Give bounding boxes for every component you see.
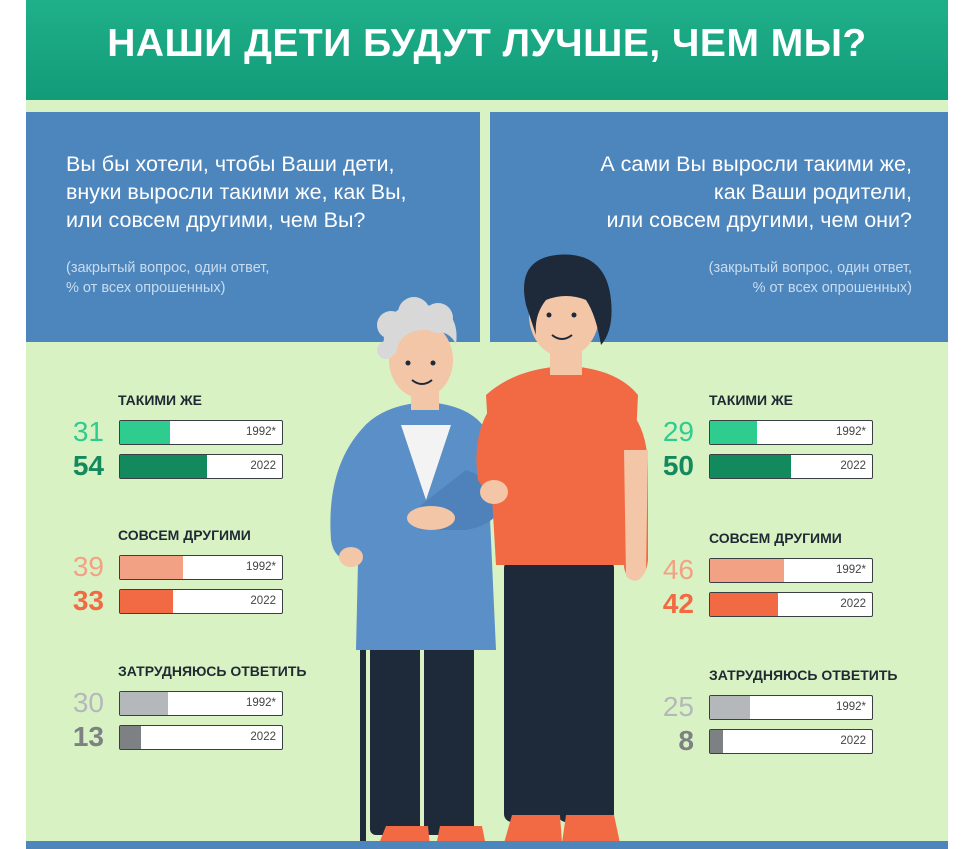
bar-track: 1992*: [119, 420, 283, 445]
woman-figure: [330, 297, 501, 846]
series-label: 1992*: [835, 701, 866, 713]
bar-track: 1992*: [709, 695, 873, 720]
header-banner: НАШИ ДЕТИ БУДУТ ЛУЧШЕ, ЧЕМ МЫ?: [26, 0, 948, 100]
data-label: 46: [662, 554, 694, 585]
right-question: А сами Вы выросли такими же, как Ваши ро…: [502, 150, 912, 234]
bar-track: 1992*: [709, 420, 873, 445]
category-label: ТАКИМИ ЖЕ: [709, 392, 793, 408]
bar-track: 2022: [119, 725, 283, 750]
left-question-line: Вы бы хотели, чтобы Ваши дети,: [66, 152, 395, 176]
bar-track: 2022: [709, 729, 873, 754]
data-label: 31: [72, 416, 104, 447]
left-question-line: внуки выросли такими же, как Вы,: [66, 180, 407, 204]
right-note-line: % от всех опрошенных): [752, 280, 912, 296]
bar: [120, 455, 207, 478]
series-label: 2022: [250, 731, 276, 743]
category-label: ЗАТРУДНЯЮСЬ ОТВЕТИТЬ: [709, 667, 898, 683]
left-question-note: (закрытый вопрос, один ответ, % от всех …: [66, 258, 269, 298]
bar-track: 2022: [119, 454, 283, 479]
bar-track: 1992*: [709, 558, 873, 583]
data-label: 8: [678, 725, 694, 756]
data-label: 54: [72, 450, 104, 481]
data-label: 50: [662, 450, 694, 481]
bar-track: 2022: [119, 589, 283, 614]
data-label: 25: [662, 691, 694, 722]
series-label: 2022: [840, 460, 866, 472]
bar: [120, 726, 141, 749]
bar-track: 1992*: [119, 555, 283, 580]
bar: [710, 730, 723, 753]
right-question-line: как Ваши родители,: [713, 180, 912, 204]
series-label: 2022: [840, 735, 866, 747]
left-question: Вы бы хотели, чтобы Ваши дети, внуки выр…: [66, 150, 476, 234]
infographic: НАШИ ДЕТИ БУДУТ ЛУЧШЕ, ЧЕМ МЫ? Вы бы хот…: [26, 0, 948, 849]
bar: [120, 421, 170, 444]
bottom-strip: [26, 841, 948, 849]
bar-track: 1992*: [119, 691, 283, 716]
right-question-note: (закрытый вопрос, один ответ, % от всех …: [709, 258, 912, 298]
bar: [710, 696, 751, 719]
series-label: 2022: [250, 460, 276, 472]
bar-track: 2022: [709, 454, 873, 479]
series-label: 1992*: [245, 561, 276, 573]
bar: [710, 559, 785, 582]
right-question-panel: А сами Вы выросли такими же, как Ваши ро…: [490, 112, 948, 342]
bar: [710, 421, 757, 444]
right-question-line: А сами Вы выросли такими же,: [600, 152, 912, 176]
left-question-line: или совсем другими, чем Вы?: [66, 208, 366, 232]
series-label: 1992*: [245, 697, 276, 709]
right-note-line: (закрытый вопрос, один ответ,: [708, 260, 912, 276]
bar: [710, 593, 778, 616]
data-label: 42: [662, 588, 694, 619]
data-label: 13: [72, 721, 104, 752]
series-label: 2022: [250, 595, 276, 607]
page-title: НАШИ ДЕТИ БУДУТ ЛУЧШЕ, ЧЕМ МЫ?: [107, 22, 867, 65]
data-label: 39: [72, 551, 104, 582]
data-label: 29: [662, 416, 694, 447]
left-note-line: % от всех опрошенных): [66, 280, 226, 296]
series-label: 2022: [840, 598, 866, 610]
series-label: 1992*: [835, 564, 866, 576]
bar-track: 2022: [709, 592, 873, 617]
category-label: СОВСЕМ ДРУГИМИ: [709, 530, 842, 546]
people-illustration: [330, 254, 648, 846]
series-label: 1992*: [835, 426, 866, 438]
data-label: 30: [72, 687, 104, 718]
category-label: СОВСЕМ ДРУГИМИ: [118, 527, 251, 543]
data-label: 33: [72, 585, 104, 616]
bar: [120, 692, 169, 715]
category-label: ТАКИМИ ЖЕ: [118, 392, 202, 408]
bar: [710, 455, 791, 478]
category-label: ЗАТРУДНЯЮСЬ ОТВЕТИТЬ: [118, 663, 307, 679]
series-label: 1992*: [245, 426, 276, 438]
bar: [120, 556, 183, 579]
bar: [120, 590, 174, 613]
man-figure: [476, 254, 648, 843]
right-question-line: или совсем другими, чем они?: [606, 208, 912, 232]
left-note-line: (закрытый вопрос, один ответ,: [66, 260, 270, 276]
